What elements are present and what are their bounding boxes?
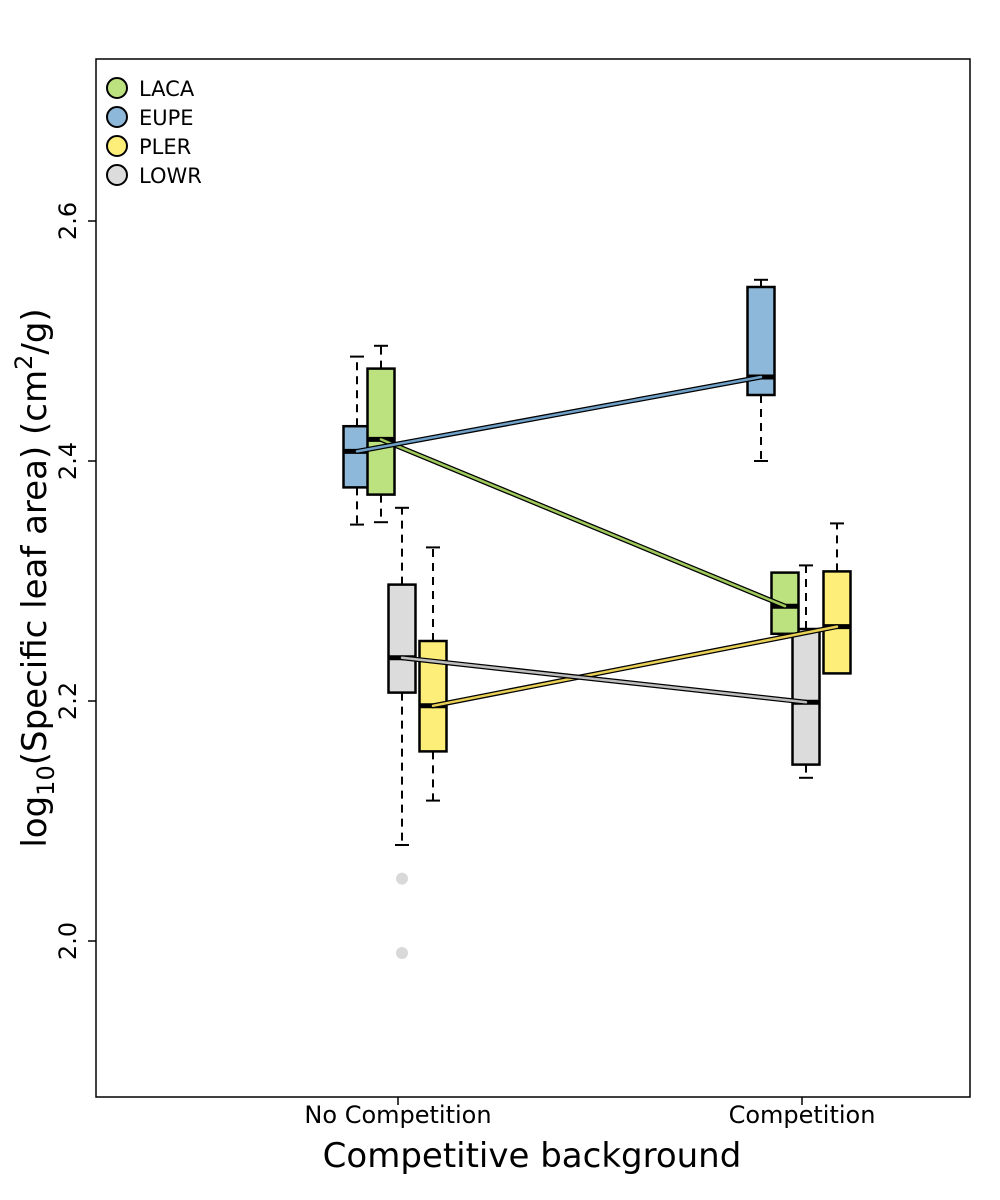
y-tick-label: 2.6 [54, 202, 82, 240]
legend-label-lowr: LOWR [139, 164, 202, 188]
legend-marker-pler [106, 135, 128, 157]
legend-marker-lowr [106, 164, 128, 186]
y-axis-title: log10(Specific leaf area) (cm2/g) [10, 308, 60, 847]
boxplot-pler [418, 546, 448, 802]
legend-marker-eupe [106, 106, 128, 128]
connector-eupe [355, 375, 763, 453]
boxplot-lowr [387, 506, 417, 959]
y-tick-label: 2.0 [54, 922, 82, 960]
plot-frame [95, 58, 971, 1098]
legend-label-eupe: EUPE [139, 106, 194, 130]
legend-marker-laca [106, 77, 128, 99]
outlier-point [396, 947, 408, 959]
box [342, 424, 372, 489]
x-axis-title: Competitive background [323, 1136, 742, 1176]
boxplot-pler [822, 522, 852, 675]
connector-pler [431, 625, 839, 708]
box [387, 583, 417, 694]
x-tick-label: Competition [729, 1101, 876, 1129]
boxplot-lowr [791, 564, 821, 779]
legend: LACA EUPE PLER LOWR [106, 77, 202, 188]
boxplot-laca [366, 344, 396, 524]
legend-label-pler: PLER [139, 135, 191, 159]
box [418, 639, 448, 753]
x-axis: No Competition Competition [304, 1097, 875, 1129]
legend-label-laca: LACA [139, 77, 195, 101]
connector-lowr [400, 656, 808, 704]
box [791, 627, 821, 766]
y-tick-label: 2.4 [54, 442, 82, 480]
box [822, 570, 852, 675]
boxplots [342, 278, 852, 959]
box [366, 367, 396, 496]
x-tick-label: No Competition [304, 1101, 491, 1129]
boxplot-eupe [342, 355, 372, 526]
y-tick-label: 2.2 [54, 682, 82, 720]
outlier-point [396, 872, 408, 885]
y-axis: 2.0 2.2 2.4 2.6 [54, 202, 96, 960]
median-connector-lines [354, 374, 840, 709]
connector-laca [379, 438, 787, 608]
boxplot-eupe [746, 278, 776, 462]
